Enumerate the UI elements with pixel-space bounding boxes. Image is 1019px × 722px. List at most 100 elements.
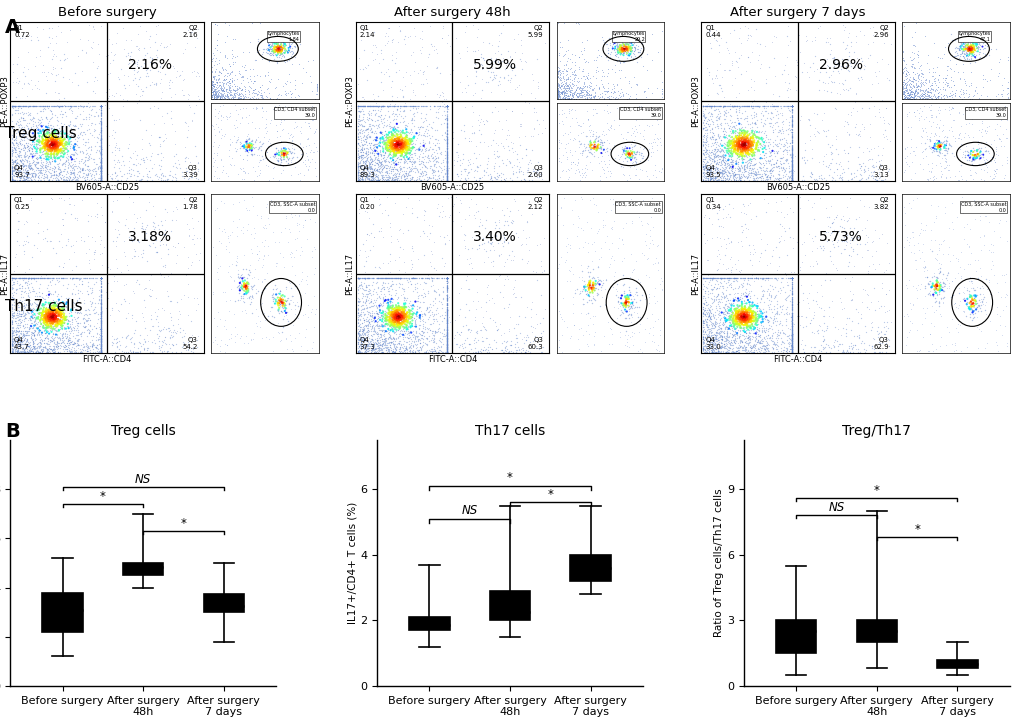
- Point: [779, 153, 795, 165]
- Point: [736, 100, 752, 112]
- Point: [896, 84, 912, 96]
- Point: [248, 103, 264, 115]
- Point: [715, 157, 732, 168]
- Point: [490, 63, 506, 74]
- Point: [955, 45, 971, 57]
- Point: [401, 142, 418, 154]
- Point: [920, 346, 936, 357]
- Point: [84, 341, 100, 352]
- Point: [381, 98, 397, 110]
- Point: [697, 286, 713, 297]
- Point: [50, 152, 66, 164]
- Point: [438, 160, 454, 172]
- Point: [702, 333, 718, 344]
- Point: [613, 42, 630, 53]
- Point: [784, 307, 800, 318]
- Point: [739, 290, 755, 301]
- Point: [388, 305, 405, 316]
- Point: [620, 296, 636, 308]
- Point: [392, 145, 409, 157]
- Point: [81, 257, 97, 269]
- Point: [438, 334, 454, 345]
- Point: [364, 144, 380, 156]
- Point: [438, 282, 454, 293]
- Point: [784, 120, 800, 131]
- Point: [784, 162, 800, 173]
- Point: [25, 326, 42, 337]
- Point: [83, 170, 99, 181]
- Point: [749, 100, 765, 112]
- Point: [39, 304, 55, 316]
- Point: [260, 135, 276, 147]
- Point: [359, 345, 375, 357]
- Point: [895, 66, 911, 77]
- Point: [43, 235, 59, 247]
- Point: [93, 161, 109, 173]
- Point: [83, 104, 99, 116]
- Point: [222, 79, 238, 91]
- X-axis label: FITC-A::CD4: FITC-A::CD4: [427, 355, 477, 364]
- Point: [73, 279, 90, 290]
- Point: [553, 313, 570, 325]
- Point: [694, 174, 710, 186]
- Point: [624, 38, 640, 50]
- Point: [400, 273, 417, 284]
- Point: [914, 88, 930, 100]
- Point: [427, 155, 443, 167]
- Point: [621, 152, 637, 164]
- Point: [387, 108, 404, 119]
- Point: [738, 34, 754, 45]
- Point: [743, 154, 759, 165]
- Point: [731, 281, 747, 292]
- Point: [711, 168, 728, 179]
- Point: [610, 47, 627, 58]
- Point: [52, 307, 68, 318]
- Point: [821, 342, 838, 354]
- Point: [269, 155, 285, 166]
- Point: [68, 317, 85, 329]
- Point: [469, 346, 485, 357]
- Point: [408, 103, 424, 114]
- Point: [381, 156, 397, 168]
- Point: [753, 105, 769, 117]
- Point: [914, 238, 930, 250]
- Point: [416, 326, 432, 337]
- Point: [917, 74, 933, 86]
- Point: [753, 152, 769, 164]
- Point: [467, 311, 483, 323]
- Point: [21, 78, 38, 90]
- Point: [493, 337, 510, 349]
- Point: [396, 132, 413, 144]
- Point: [75, 273, 92, 284]
- Point: [515, 344, 531, 356]
- Point: [523, 87, 539, 99]
- Point: [387, 321, 404, 332]
- Point: [438, 273, 454, 284]
- Point: [42, 143, 58, 155]
- Title: After surgery 7 days: After surgery 7 days: [730, 6, 865, 19]
- Point: [175, 330, 192, 342]
- Point: [552, 74, 569, 86]
- Point: [362, 113, 378, 125]
- Point: [895, 52, 911, 64]
- Point: [897, 93, 913, 105]
- Point: [381, 315, 397, 326]
- Point: [950, 42, 966, 53]
- Point: [383, 310, 399, 322]
- Point: [404, 317, 420, 329]
- Point: [743, 214, 759, 225]
- Point: [58, 100, 74, 112]
- Point: [81, 342, 97, 354]
- Point: [373, 160, 389, 171]
- Point: [401, 100, 418, 112]
- Point: [784, 273, 800, 284]
- Point: [603, 63, 620, 74]
- Point: [739, 130, 755, 142]
- Point: [728, 342, 744, 354]
- Point: [33, 273, 49, 284]
- Point: [32, 346, 48, 357]
- Point: [897, 90, 913, 101]
- Point: [771, 157, 788, 169]
- Point: [722, 158, 739, 170]
- Point: [863, 21, 879, 32]
